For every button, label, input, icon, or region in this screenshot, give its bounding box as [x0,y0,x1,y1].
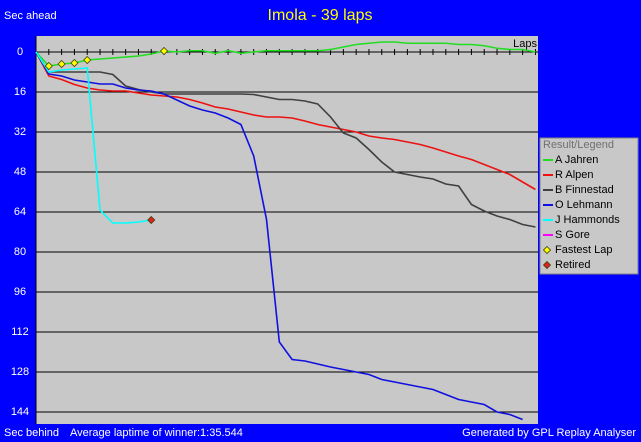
x-axis-label: Laps [513,38,537,50]
series-line [35,51,152,224]
y-tick-label: 112 [11,326,29,338]
legend-box [539,137,639,275]
marker [44,61,53,71]
y-label-bottom: Sec behind [4,427,59,439]
y-tick-label: 16 [14,86,26,98]
legend-label: R Alpen [555,169,594,181]
legend-label: S Gore [555,229,590,241]
legend-label: O Lehmann [555,199,612,211]
y-tick-label: 144 [11,406,29,418]
y-tick-label: 96 [14,286,26,298]
series-line [35,51,536,228]
marker [70,58,79,68]
chart-title: Imola - 39 laps [268,7,373,24]
marker [83,55,92,65]
marker [57,59,66,69]
y-tick-label: 64 [14,206,26,218]
legend-label: A Jahren [555,154,598,166]
y-label-top: Sec ahead [4,10,57,22]
y-tick-label: 80 [14,246,26,258]
y-tick-label: 48 [14,166,26,178]
series-line [35,51,523,421]
footer-right: Generated by GPL Replay Analyser [462,427,636,439]
legend-swatch [542,260,552,270]
y-tick-label: 0 [17,46,23,58]
series-line [35,41,536,67]
legend-swatch [542,245,552,255]
legend-label: Retired [555,259,590,271]
y-tick-label: 32 [14,126,26,138]
series-line [35,51,536,191]
footer-left: Average laptime of winner:1:35.544 [70,427,243,439]
legend-title: Result/Legend [543,139,614,151]
marker [159,46,169,56]
legend-label: Fastest Lap [555,244,612,256]
legend-label: J Hammonds [555,214,620,226]
legend-label: B Finnestad [555,184,614,196]
marker [147,215,156,225]
plot-area [36,36,538,424]
y-tick-label: 128 [11,366,29,378]
